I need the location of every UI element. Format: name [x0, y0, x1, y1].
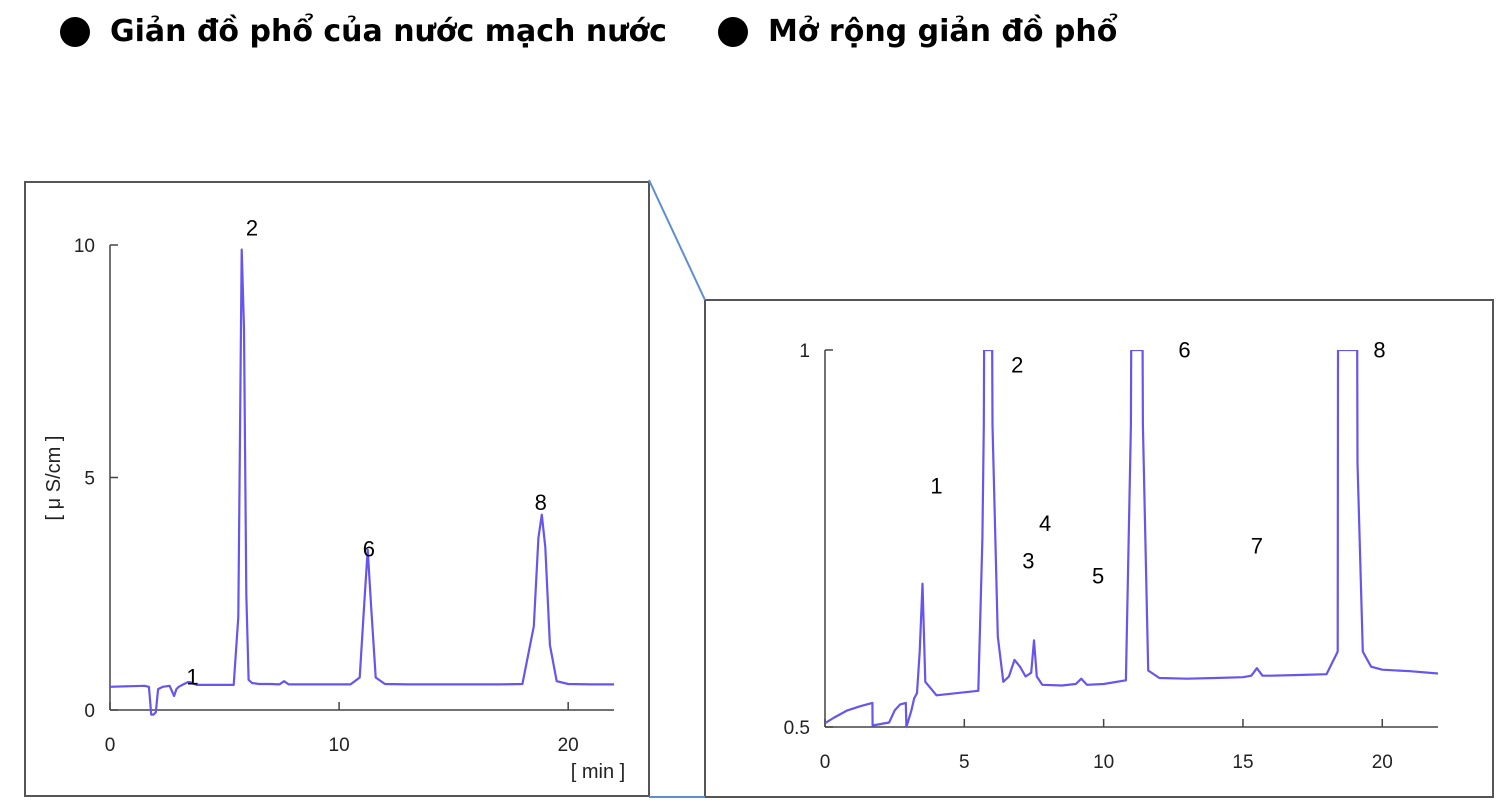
right-peak-label-6: 6	[1178, 338, 1190, 363]
right-x-tick-label: 15	[1232, 752, 1253, 773]
right-chromatogram-trace	[825, 350, 1438, 729]
left-plot: 0 10 20 0 5 10 1 2 6 8	[74, 216, 614, 756]
right-peak-label-7: 7	[1251, 534, 1263, 559]
right-x-tick-label: 20	[1372, 752, 1393, 773]
zoom-connector-top	[648, 179, 706, 301]
left-peak-label-8: 8	[535, 490, 547, 515]
left-y-axis-label: [ μ S/cm ]	[43, 436, 65, 521]
right-plot: 0 5 10 15 20 0.5 1 1 2 34 5 6 7 8	[784, 338, 1438, 773]
right-peak-label-2: 2	[1011, 353, 1023, 378]
heading-chromatogram: Giản đồ phổ của nước mạch nước	[60, 14, 667, 49]
right-x-tick-label: 5	[959, 752, 970, 773]
left-panel-frame	[24, 181, 650, 797]
left-y-tick-label: 5	[84, 469, 95, 490]
right-y-tick-label: 1	[799, 341, 810, 362]
bullet-icon	[718, 16, 748, 47]
bullet-icon	[60, 16, 90, 47]
heading-chromatogram-text: Giản đồ phổ của nước mạch nước	[110, 14, 667, 49]
right-peak-label-5: 5	[1092, 564, 1104, 589]
left-chromatogram-trace	[110, 248, 614, 716]
right-panel-frame	[704, 299, 1494, 798]
left-peak-label-1: 1	[186, 664, 198, 689]
left-x-tick-label: 20	[558, 735, 579, 756]
left-x-axis-label: [ min ]	[571, 761, 625, 783]
left-x-tick-label: 10	[329, 735, 350, 756]
right-peak-label-3: 3	[1022, 549, 1034, 574]
heading-expanded: Mở rộng giản đồ phổ	[718, 14, 1117, 49]
right-peak-label-4: 4	[1039, 511, 1051, 536]
left-peak-label-6: 6	[363, 537, 375, 562]
left-peak-label-2: 2	[246, 216, 258, 241]
heading-expanded-text: Mở rộng giản đồ phổ	[768, 14, 1118, 49]
right-peak-label-8: 8	[1373, 338, 1385, 363]
right-y-tick-label: 0.5	[784, 718, 810, 739]
right-x-tick-label: 0	[820, 752, 831, 773]
left-y-tick-label: 0	[84, 701, 95, 722]
left-x-tick-label: 0	[105, 735, 116, 756]
left-y-tick-label: 10	[74, 236, 95, 257]
right-x-tick-label: 10	[1093, 752, 1114, 773]
right-peak-label-1: 1	[930, 473, 942, 498]
